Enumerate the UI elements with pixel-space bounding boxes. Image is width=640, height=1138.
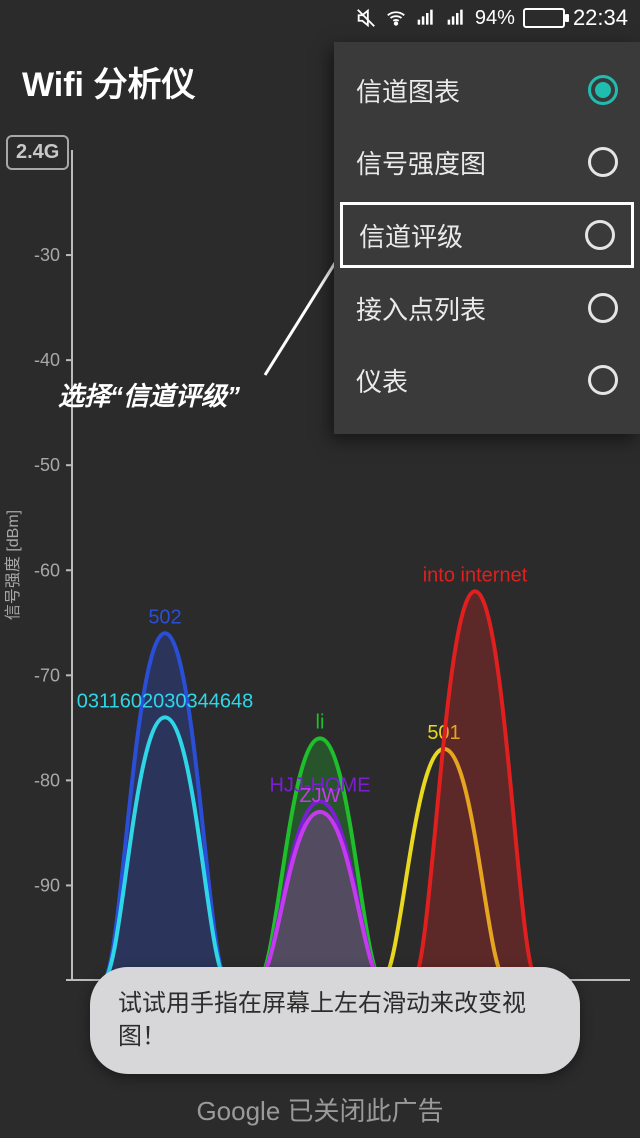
battery-pct: 94% xyxy=(475,7,515,30)
menu-item-3[interactable]: 接入点列表 xyxy=(334,272,640,344)
tutorial-annotation: 选择“信道评级” xyxy=(58,376,240,413)
radio-icon xyxy=(588,293,618,323)
view-menu: 信道图表信号强度图信道评级接入点列表仪表 xyxy=(334,42,640,434)
radio-icon xyxy=(585,220,615,250)
app-title: Wifi 分析仪 xyxy=(22,57,195,106)
signal2-icon xyxy=(445,7,467,29)
clock-time: 22:34 xyxy=(573,5,628,31)
svg-text:信号强度 [dBm]: 信号强度 [dBm] xyxy=(4,510,22,620)
svg-text:-90: -90 xyxy=(34,875,60,895)
status-bar: 94% 22:34 xyxy=(0,0,640,36)
menu-item-label: 信号强度图 xyxy=(356,144,486,181)
band-badge[interactable]: 2.4G xyxy=(6,135,69,170)
svg-text:-40: -40 xyxy=(34,350,60,370)
menu-item-1[interactable]: 信号强度图 xyxy=(334,126,640,198)
svg-text:-70: -70 xyxy=(34,665,60,685)
signal-label: 0311602030344648 xyxy=(77,690,253,712)
radio-icon xyxy=(588,75,618,105)
signal-label: 502 xyxy=(148,606,181,628)
signal-label: into internet xyxy=(423,564,528,586)
signal1-icon xyxy=(415,7,437,29)
signal-curve xyxy=(103,717,227,980)
menu-item-0[interactable]: 信道图表 xyxy=(334,54,640,126)
google-logo: Google xyxy=(196,1096,280,1126)
menu-item-label: 信道图表 xyxy=(356,72,460,109)
signal-label: ZJW xyxy=(299,785,340,807)
svg-text:-80: -80 xyxy=(34,770,60,790)
wifi-icon xyxy=(385,7,407,29)
svg-text:-50: -50 xyxy=(34,455,60,475)
svg-text:-60: -60 xyxy=(34,560,60,580)
menu-item-label: 接入点列表 xyxy=(356,290,486,327)
menu-item-2[interactable]: 信道评级 xyxy=(340,202,634,268)
radio-icon xyxy=(588,147,618,177)
battery-icon xyxy=(523,8,565,28)
signal-curve xyxy=(258,812,382,980)
signal-label: li xyxy=(316,711,325,733)
mute-icon xyxy=(355,7,377,29)
ad-footer: Google 已关闭此广告 xyxy=(0,1091,640,1128)
ad-closed-text: 已关闭此广告 xyxy=(280,1096,443,1126)
menu-item-label: 仪表 xyxy=(356,362,408,399)
svg-text:-30: -30 xyxy=(34,245,60,265)
menu-item-label: 信道评级 xyxy=(359,217,463,254)
hint-toast: 试试用手指在屏幕上左右滑动来改变视图！ xyxy=(90,967,580,1074)
radio-icon xyxy=(588,365,618,395)
menu-item-4[interactable]: 仪表 xyxy=(334,344,640,416)
